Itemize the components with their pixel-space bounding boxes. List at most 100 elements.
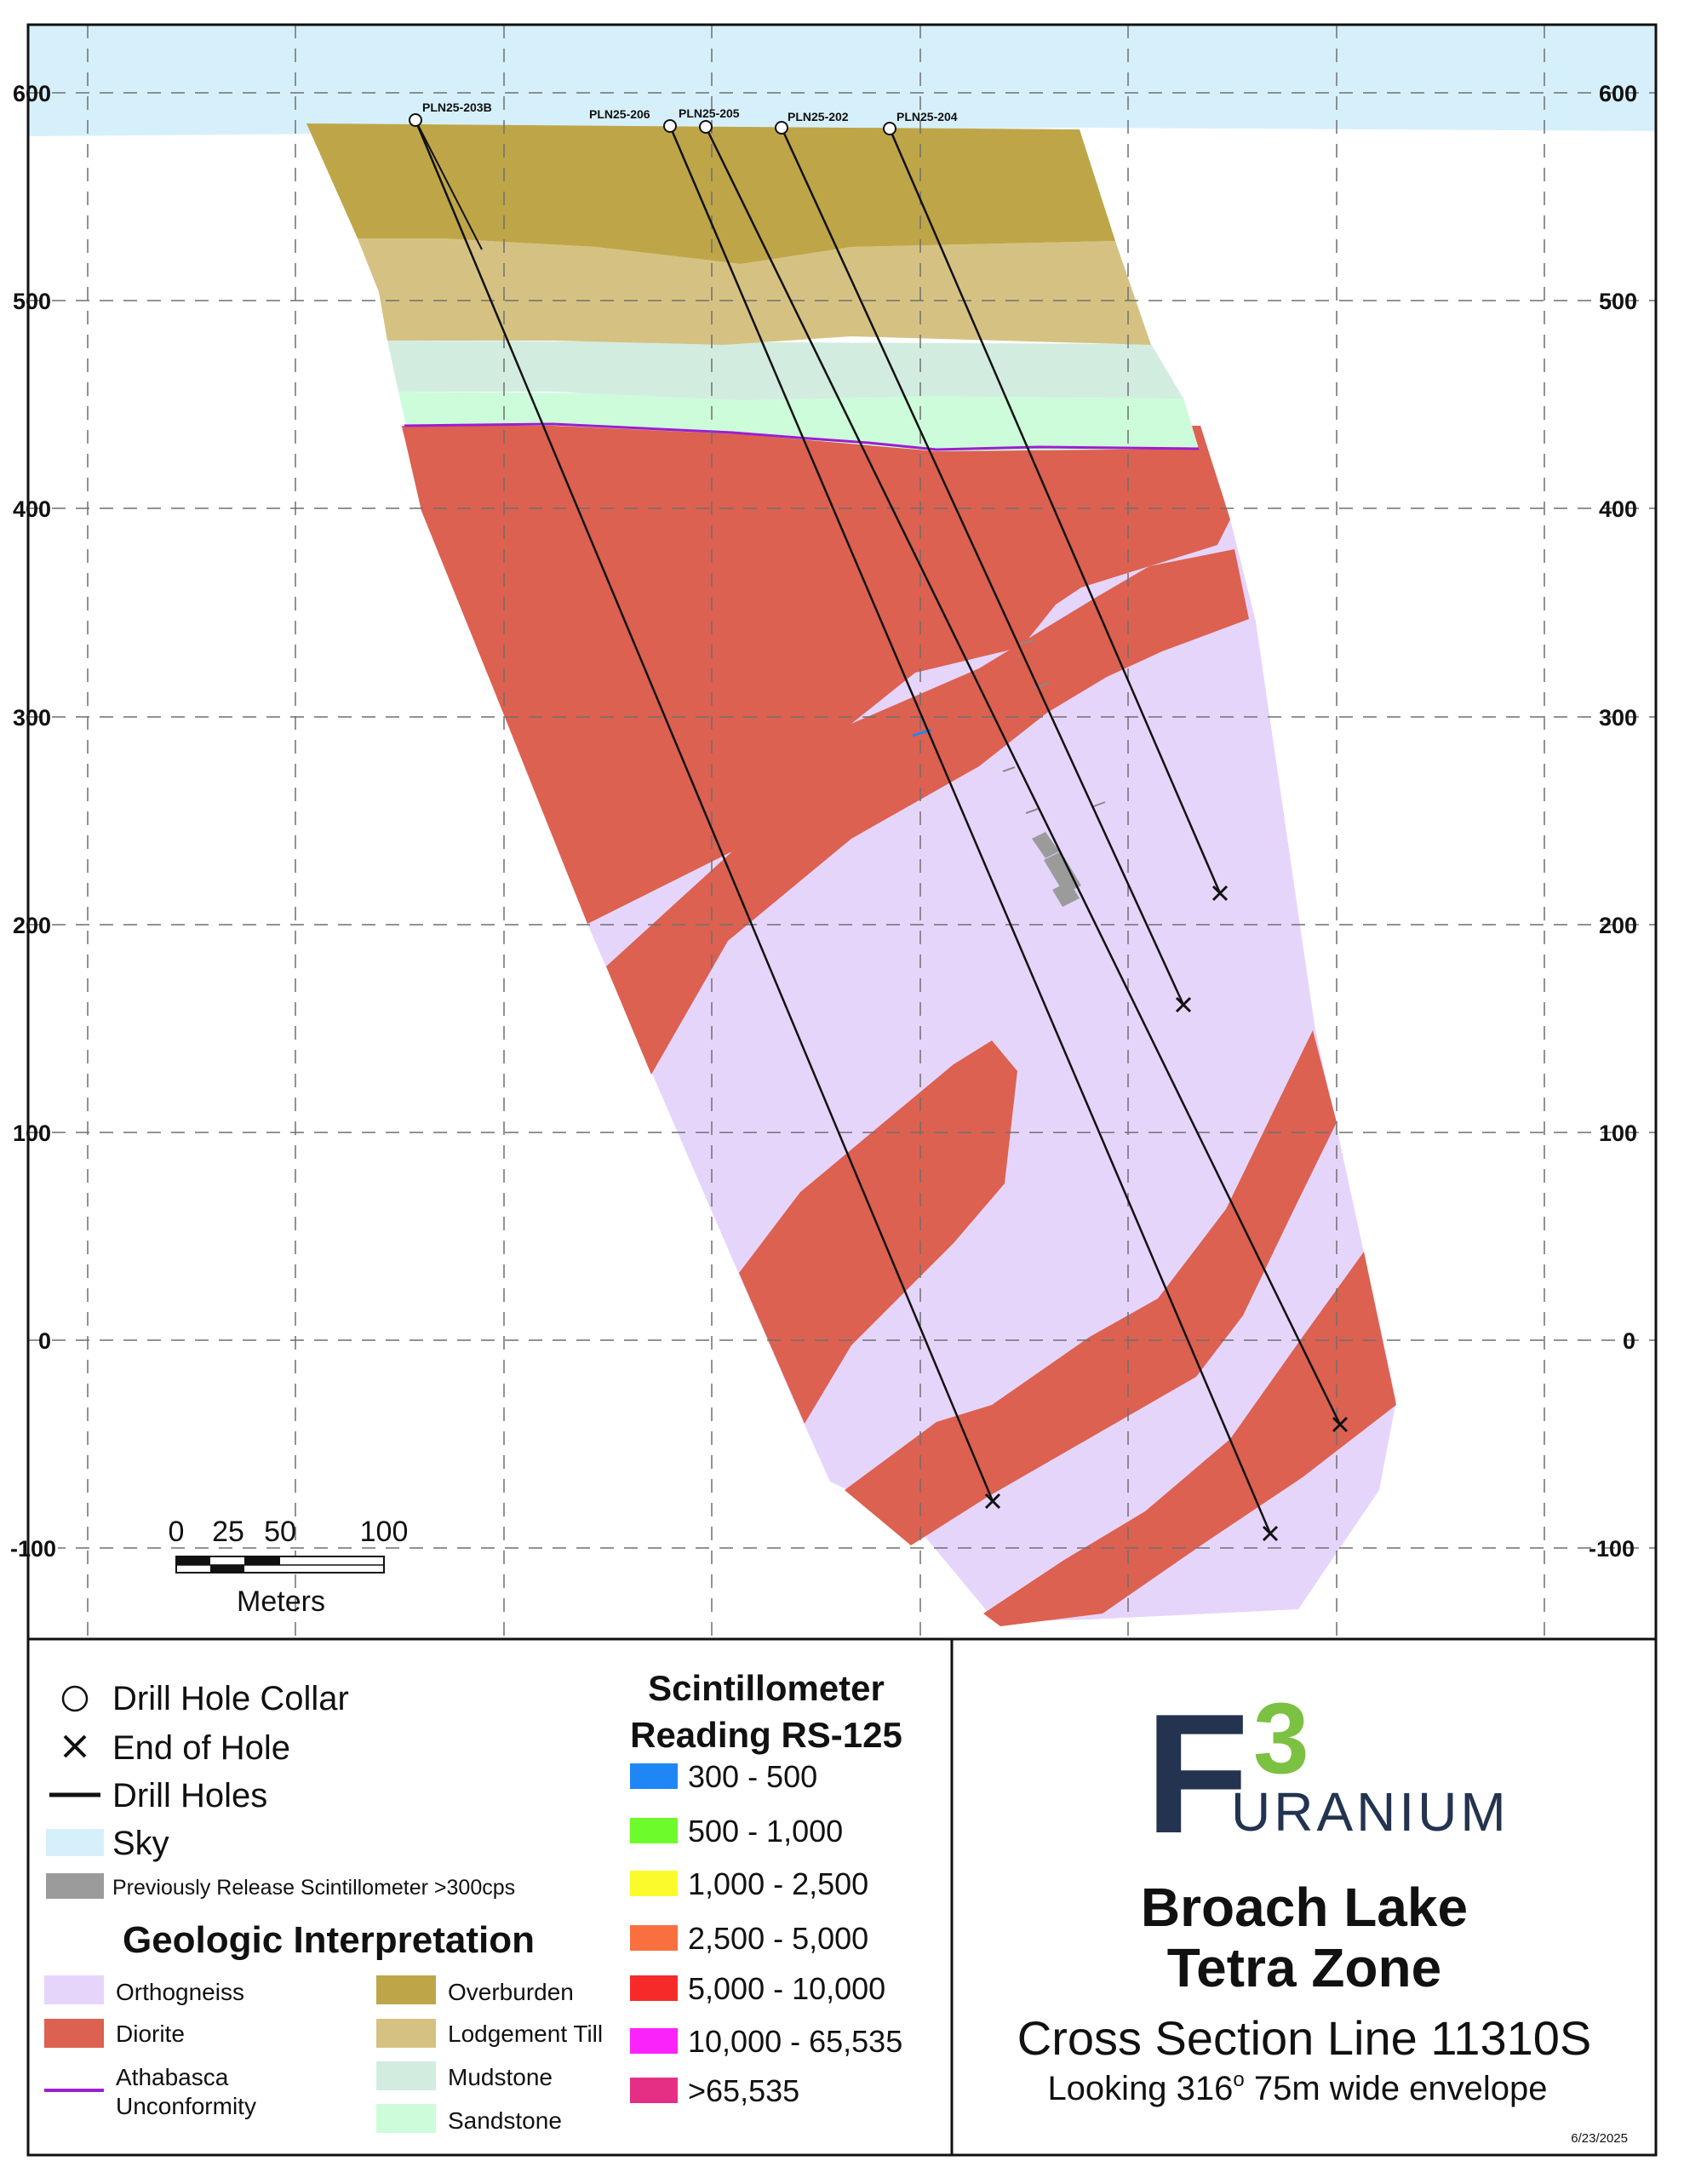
legend-label: >65,535 xyxy=(688,2073,799,2108)
title-block: Broach Lake Tetra Zone Cross Section Lin… xyxy=(1017,1877,1628,2146)
end-of-hole-icon xyxy=(1211,885,1229,902)
logo-f: F xyxy=(1145,1679,1249,1869)
legend-swatch xyxy=(630,2078,678,2103)
hole-label: PLN25-205 xyxy=(679,106,740,120)
scale-tick-label: 25 xyxy=(212,1516,244,1548)
elevation-label: 500 xyxy=(1599,289,1637,314)
overburden-layer xyxy=(306,123,1115,264)
legend-swatch xyxy=(630,2028,678,2054)
drill-hole-pln25-203b-deviation xyxy=(415,119,483,250)
map-date: 6/23/2025 xyxy=(1571,2131,1628,2146)
drill-hole-pln25-202 xyxy=(780,127,1185,1006)
elevation-label: 200 xyxy=(13,913,51,938)
previous-scintillometer-intervals xyxy=(1032,832,1081,907)
legend: Drill Hole Collar End of Hole Drill Hole… xyxy=(44,1668,902,2134)
drill-hole-pln25-205 xyxy=(704,126,1342,1425)
mudstone-layer xyxy=(387,341,1183,400)
legend-label: Overburden xyxy=(448,1979,574,2005)
legend-swatch xyxy=(376,1975,436,2004)
end-of-hole-icon xyxy=(1332,1416,1349,1433)
legend-label: Drill Hole Collar xyxy=(112,1680,349,1717)
collar-icon xyxy=(699,120,713,134)
company-logo: F 3 URANIUM xyxy=(1145,1679,1509,1869)
elevation-label: -100 xyxy=(10,1536,56,1562)
section-description: Looking 316o 75m wide envelope xyxy=(1047,2068,1547,2107)
section-title-line2: Tetra Zone xyxy=(1167,1937,1441,1998)
elevation-label: 400 xyxy=(1599,496,1637,522)
elevation-labels-left: 600 500 400 300 200 100 0 -100 xyxy=(8,81,59,1564)
elevation-label: 0 xyxy=(1623,1328,1635,1354)
drill-hole-collars xyxy=(409,113,896,135)
scale-tick-label: 50 xyxy=(264,1516,296,1548)
logo-wordmark: URANIUM xyxy=(1231,1781,1509,1843)
legend-label: 1,000 - 2,500 xyxy=(688,1866,868,1901)
hole-label: PLN25-206 xyxy=(589,107,650,121)
diorite-upper-body xyxy=(402,426,1230,924)
hole-label: PLN25-203B xyxy=(422,100,492,114)
legend-label: Lodgement Till xyxy=(448,2021,603,2047)
elevation-label: 500 xyxy=(13,289,51,314)
diorite-band-2 xyxy=(845,1030,1337,1545)
collar-icon xyxy=(663,119,677,133)
scint-legend-title: Reading RS-125 xyxy=(630,1715,902,1755)
legend-label: Previously Release Scintillometer >300cp… xyxy=(112,1876,515,1900)
geologic-legend-title: Geologic Interpretation xyxy=(123,1919,535,1961)
elevation-label: 100 xyxy=(1599,1121,1637,1146)
scale-tick-label: 100 xyxy=(360,1516,409,1548)
end-of-hole-icon xyxy=(63,1734,87,1758)
sandstone-layer xyxy=(398,392,1199,451)
scale-unit-label: Meters xyxy=(237,1585,325,1618)
legend-label: 500 - 1,000 xyxy=(688,1814,843,1849)
collar-icon xyxy=(775,121,788,135)
legend-label: Orthogneiss xyxy=(116,1979,244,2005)
geology-layers xyxy=(306,123,1396,1626)
end-of-hole-icon xyxy=(1175,996,1192,1013)
elevation-label: 400 xyxy=(13,496,51,522)
drill-hole-traces xyxy=(414,119,1342,1534)
legend-swatch xyxy=(44,1975,104,2004)
end-of-hole-markers xyxy=(984,885,1349,1542)
legend-swatch xyxy=(376,2019,436,2048)
legend-swatch xyxy=(46,1829,104,1856)
diorite-band-3 xyxy=(983,1252,1396,1626)
section-subtitle: Cross Section Line 11310S xyxy=(1017,2011,1592,2065)
legend-label: Sandstone xyxy=(448,2107,562,2134)
drill-hole-labels: PLN25-203B PLN25-206 PLN25-205 PLN25-202… xyxy=(422,100,958,123)
elevation-label: 100 xyxy=(13,1121,51,1146)
legend-label: 2,500 - 5,000 xyxy=(688,1921,868,1956)
legend-swatch xyxy=(630,1975,678,2001)
legend-swatch xyxy=(46,1873,104,1899)
diorite-band-1 xyxy=(606,549,1249,1075)
legend-frame xyxy=(26,1637,1658,2157)
end-of-hole-icon xyxy=(984,1493,1001,1510)
elevation-label: 300 xyxy=(13,705,51,731)
legend-label: 10,000 - 65,535 xyxy=(688,2024,902,2059)
legend-swatch xyxy=(44,2019,104,2048)
collar-icon xyxy=(409,113,422,127)
hole-label: PLN25-202 xyxy=(788,110,849,123)
elevation-label: 300 xyxy=(1599,705,1637,731)
elevation-label: 600 xyxy=(13,81,51,106)
scint-interval xyxy=(1052,881,1080,907)
legend-label: End of Hole xyxy=(112,1729,290,1767)
scale-tick-label: 0 xyxy=(169,1516,185,1548)
logo-3: 3 xyxy=(1253,1682,1309,1795)
hole-label: PLN25-204 xyxy=(896,110,958,123)
collar-icon xyxy=(61,1685,89,1712)
legend-swatch xyxy=(376,2104,436,2133)
collar-icon xyxy=(883,122,896,135)
scint-legend-title: Scintillometer xyxy=(648,1668,885,1708)
legend-swatch xyxy=(630,1763,678,1789)
diorite-lens xyxy=(739,1040,1017,1424)
scint-interval xyxy=(1044,851,1081,894)
section-map: PLN25-203B PLN25-206 PLN25-205 PLN25-202… xyxy=(28,25,1656,1639)
scale-bar: 0 25 50 100 Meters xyxy=(169,1516,409,1618)
scint-interval xyxy=(1032,832,1059,858)
legend-swatch xyxy=(630,1871,678,1896)
elevation-label: 0 xyxy=(38,1328,51,1354)
legend-swatch xyxy=(376,2061,436,2090)
legend-label: Mudstone xyxy=(448,2064,553,2090)
elevation-label: -100 xyxy=(1589,1536,1635,1562)
legend-label: 300 - 500 xyxy=(688,1759,817,1794)
